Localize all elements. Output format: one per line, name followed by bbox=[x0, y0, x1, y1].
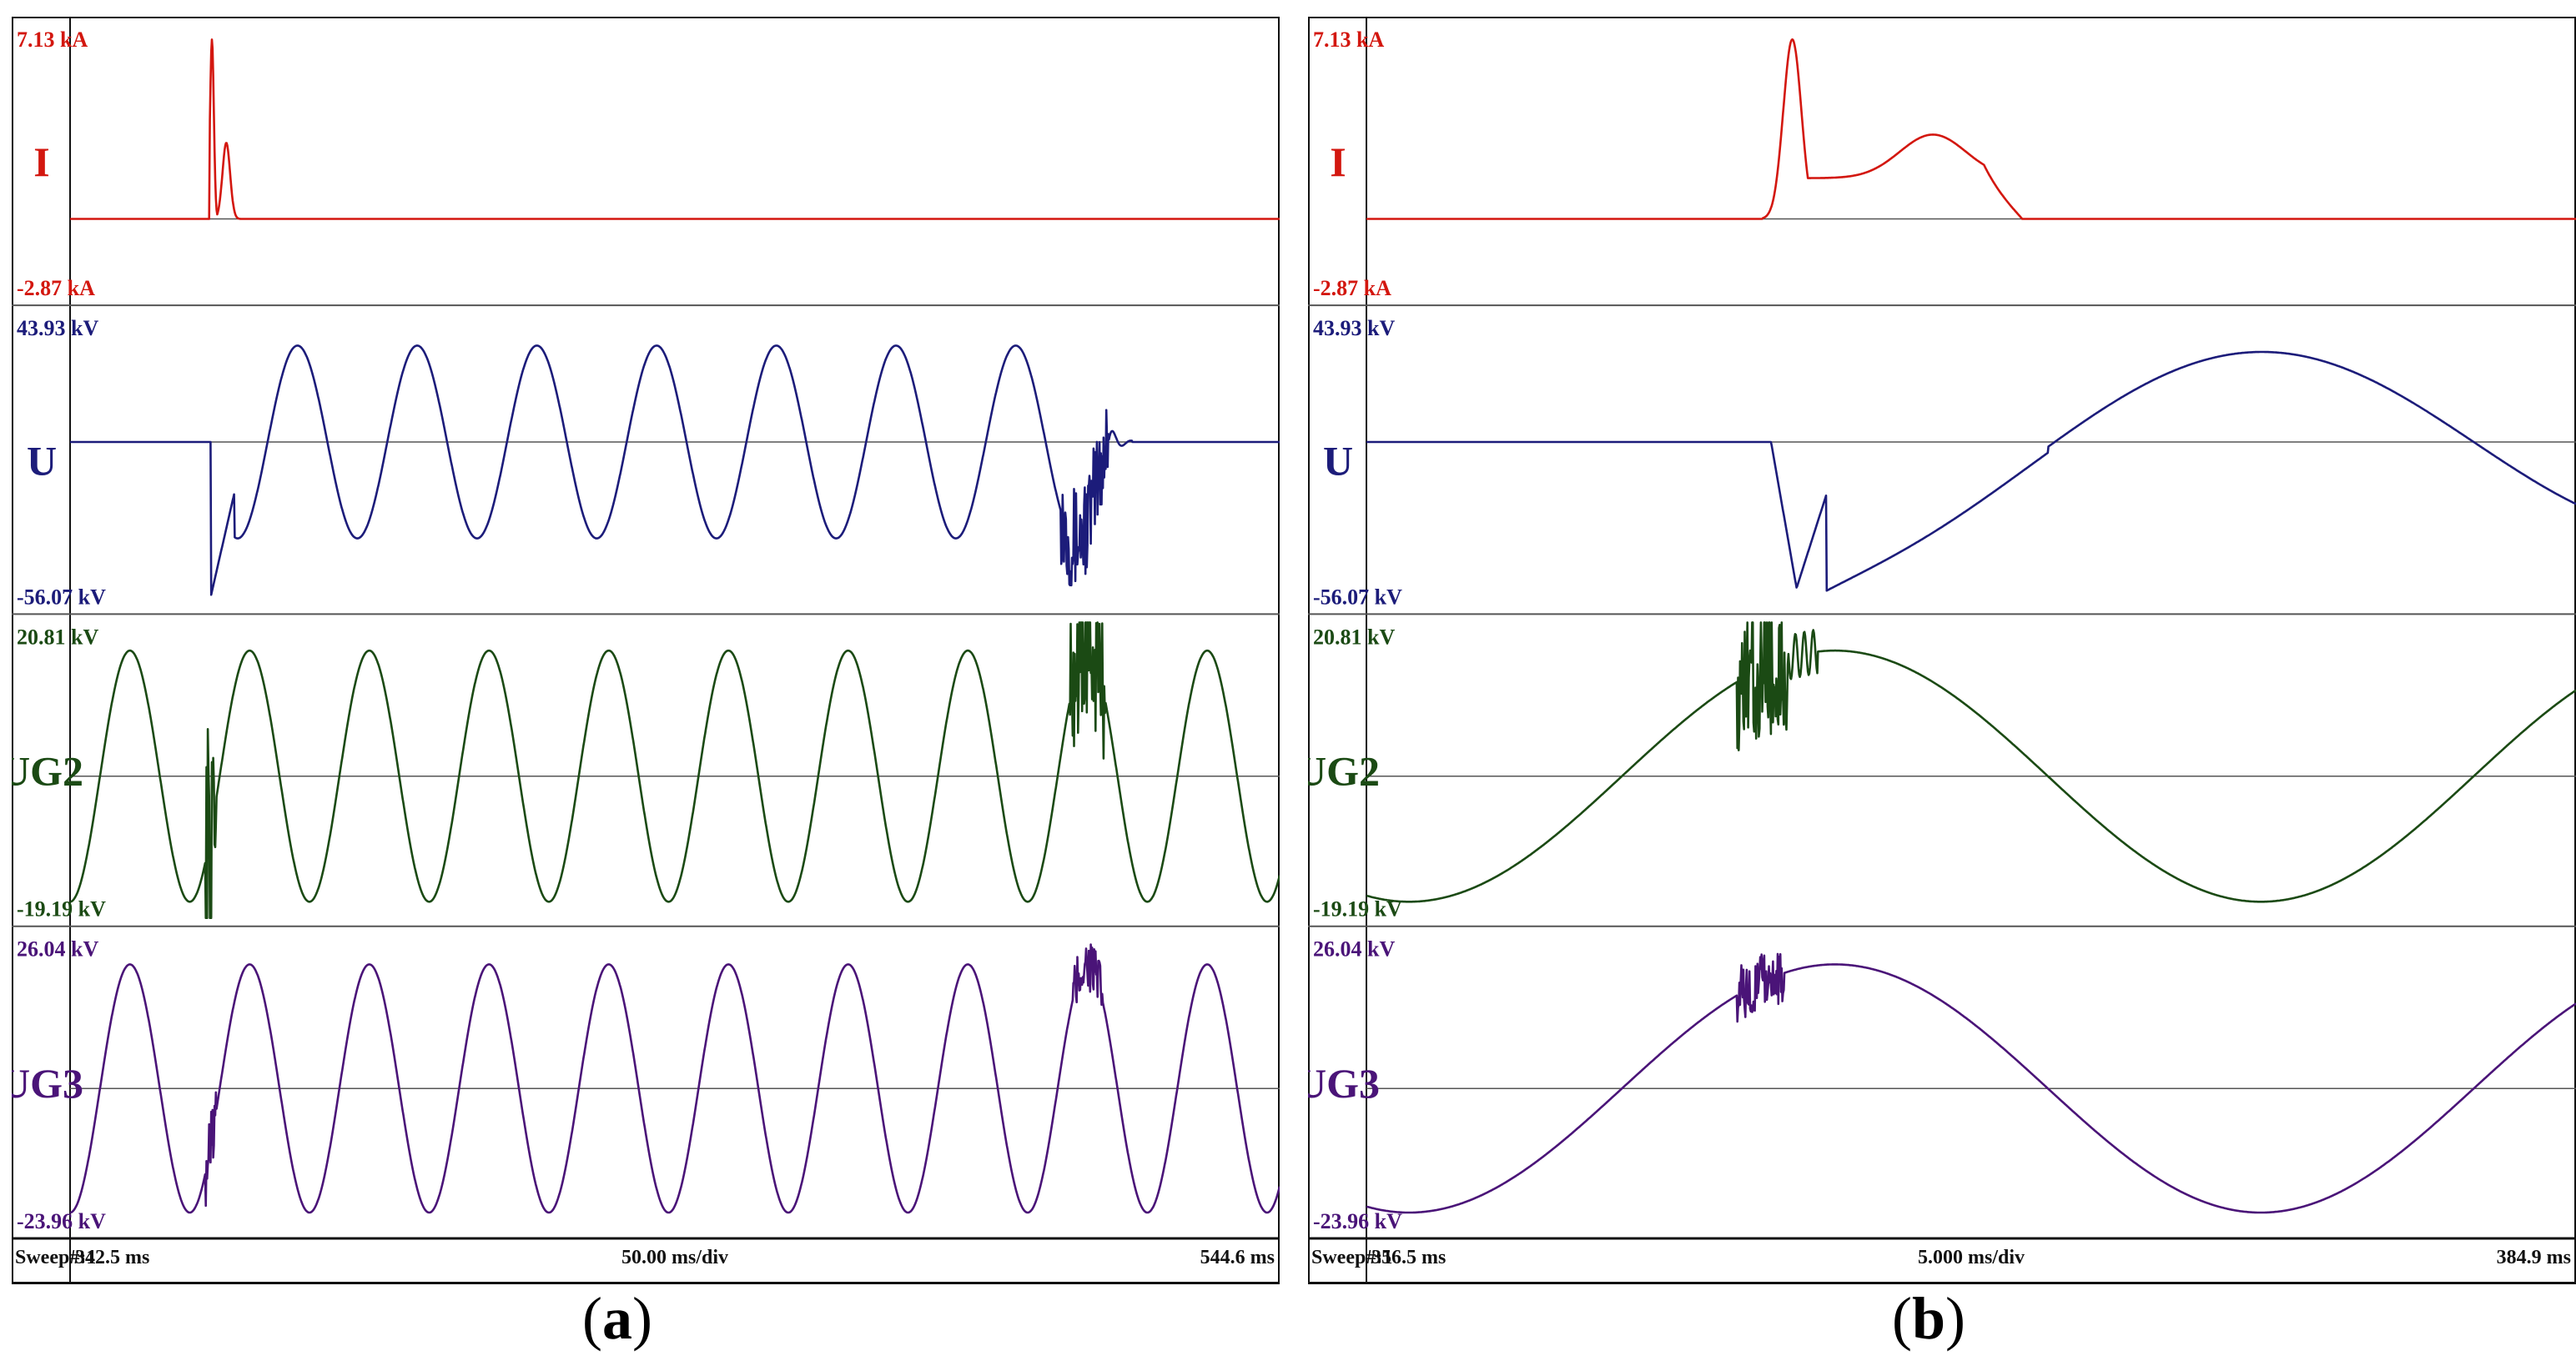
chart-b-svg: 7.13 kA -2.87 kA I 43.93 kV -56.07 kV U 20.81 … bbox=[1308, 17, 2576, 1284]
channel-label-UG2: UG2 bbox=[12, 748, 83, 795]
y-min-label-UG2: -19.19 kV bbox=[17, 897, 106, 922]
waveform-U bbox=[69, 344, 1280, 596]
y-max-label-UG3: 26.04 kV bbox=[17, 937, 98, 962]
channel-label-I: I bbox=[33, 138, 49, 185]
x-start-label: 356.5 ms bbox=[1371, 1247, 1446, 1268]
chart-b-frame bbox=[1308, 17, 2576, 1284]
x-end-label: 544.6 ms bbox=[1200, 1247, 1275, 1268]
chart-b-group: 7.13 kA -2.87 kA I 43.93 kV -56.07 kV U 20.81 … bbox=[1308, 17, 2576, 1284]
caption-b-letter: b bbox=[1911, 1285, 1946, 1352]
caption-a: (a) bbox=[534, 1284, 701, 1359]
channel-label-UG3: UG3 bbox=[1308, 1060, 1380, 1107]
chart-a-group: 7.13 kA -2.87 kA I 43.93 kV -56.07 kV U 20.81 … bbox=[12, 17, 1280, 1284]
sweep-label: Sweep#:1 bbox=[15, 1247, 96, 1268]
y-max-label-U: 43.93 kV bbox=[17, 316, 98, 340]
waveform-UG2 bbox=[69, 621, 1280, 919]
y-min-label-I: -2.87 kA bbox=[17, 276, 95, 300]
waveform-I bbox=[1366, 38, 2576, 220]
y-max-label-UG2: 20.81 kV bbox=[1313, 625, 1395, 649]
x-div-label: 5.000 ms/div bbox=[1918, 1247, 2025, 1268]
y-min-label-UG3: -23.96 kV bbox=[17, 1209, 106, 1233]
channel-label-U: U bbox=[27, 437, 57, 484]
chart-a-svg: 7.13 kA -2.87 kA I 43.93 kV -56.07 kV U 20.81 … bbox=[12, 17, 1280, 1284]
y-max-label-I: 7.13 kA bbox=[1313, 28, 1384, 52]
channel-label-UG3: UG3 bbox=[12, 1060, 83, 1107]
x-start-label: 342.5 ms bbox=[75, 1247, 149, 1268]
chart-a-frame bbox=[12, 17, 1280, 1284]
y-max-label-U: 43.93 kV bbox=[1313, 316, 1395, 340]
x-div-label: 50.00 ms/div bbox=[621, 1247, 728, 1268]
channel-label-U: U bbox=[1323, 437, 1353, 484]
chart-panel-a: 7.13 kA -2.87 kA I 43.93 kV -56.07 kV U 20.81 … bbox=[12, 17, 1300, 1284]
caption-a-close: ) bbox=[632, 1285, 652, 1352]
caption-a-open: ( bbox=[582, 1285, 602, 1352]
chart-panel-b: 7.13 kA -2.87 kA I 43.93 kV -56.07 kV U 20.81 … bbox=[1308, 17, 2576, 1284]
channel-label-UG2: UG2 bbox=[1308, 748, 1380, 795]
x-end-label: 384.9 ms bbox=[2497, 1247, 2571, 1268]
sweep-label: Sweep#:1 bbox=[1311, 1247, 1392, 1268]
waveform-I bbox=[69, 38, 1280, 220]
waveform-U bbox=[1366, 350, 2576, 592]
y-min-label-UG3: -23.96 kV bbox=[1313, 1209, 1402, 1233]
caption-b-open: ( bbox=[1891, 1285, 1912, 1352]
caption-a-letter: a bbox=[602, 1285, 632, 1352]
waveform-UG3 bbox=[1366, 952, 2576, 1214]
y-max-label-UG2: 20.81 kV bbox=[17, 625, 98, 649]
waveform-UG3 bbox=[69, 943, 1280, 1214]
y-min-label-U: -56.07 kV bbox=[1313, 585, 1402, 609]
caption-b: (b) bbox=[1845, 1284, 2012, 1359]
y-min-label-U: -56.07 kV bbox=[17, 585, 106, 609]
channel-label-I: I bbox=[1330, 138, 1346, 185]
y-min-label-I: -2.87 kA bbox=[1313, 276, 1391, 300]
y-max-label-I: 7.13 kA bbox=[17, 28, 88, 52]
waveform-UG2 bbox=[1366, 621, 2576, 903]
caption-b-close: ) bbox=[1945, 1285, 1965, 1352]
y-max-label-UG3: 26.04 kV bbox=[1313, 937, 1395, 962]
